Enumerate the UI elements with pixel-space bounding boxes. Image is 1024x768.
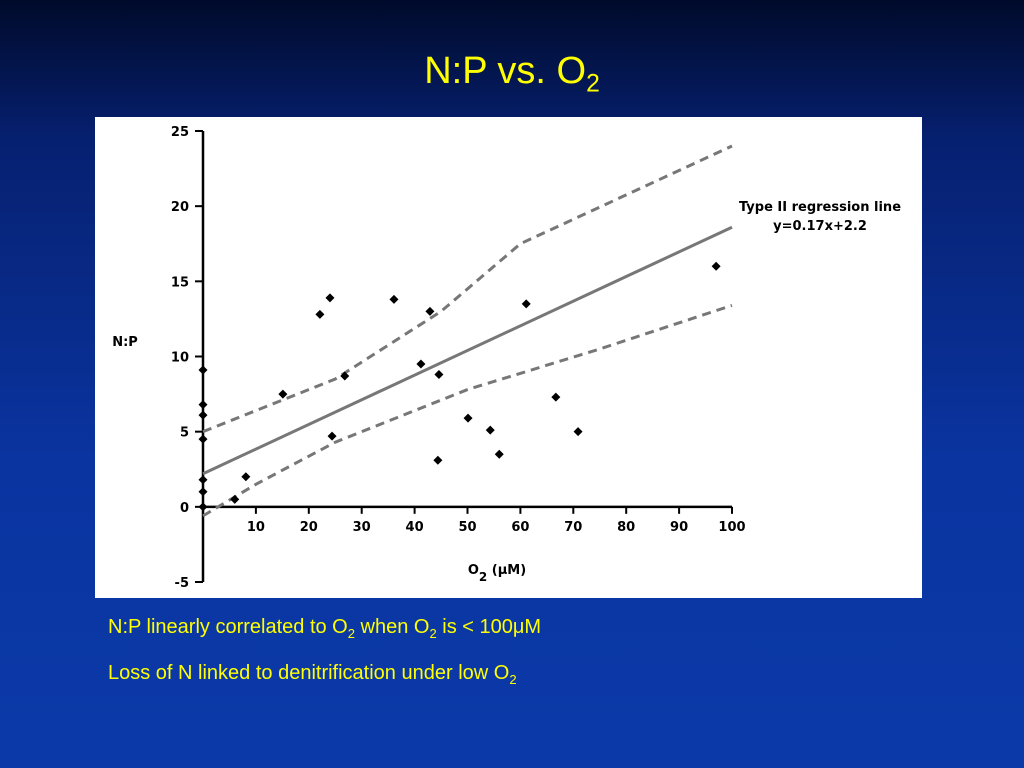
point bbox=[434, 370, 444, 380]
point bbox=[521, 299, 531, 309]
chart-background bbox=[95, 117, 922, 598]
slide-title: N:P vs. O2 bbox=[0, 50, 1024, 99]
point bbox=[198, 487, 208, 497]
point bbox=[198, 400, 208, 410]
y-tick-label: 0 bbox=[180, 501, 189, 516]
x-tick-label: 80 bbox=[617, 520, 635, 535]
point bbox=[425, 306, 435, 316]
x-tick-label: 90 bbox=[670, 520, 688, 535]
annotation: Type II regression line bbox=[739, 200, 901, 215]
point bbox=[198, 434, 208, 444]
subscript: 2 bbox=[347, 626, 355, 641]
bullet: Loss of N linked to denitrification unde… bbox=[108, 662, 517, 687]
text-segment: N:P vs. O bbox=[424, 50, 587, 92]
point bbox=[241, 472, 251, 482]
point bbox=[416, 359, 426, 369]
point bbox=[230, 494, 240, 504]
y-tick-label: 25 bbox=[171, 125, 189, 140]
subscript: 2 bbox=[479, 570, 487, 584]
point bbox=[573, 427, 583, 437]
subscript: 2 bbox=[429, 626, 437, 641]
text-segment: O bbox=[468, 563, 479, 578]
x-axis-label: O2 (μM) bbox=[468, 563, 526, 584]
point bbox=[340, 371, 350, 381]
point bbox=[278, 389, 288, 399]
point bbox=[327, 431, 337, 441]
subscript: 2 bbox=[586, 70, 600, 98]
bullet: N:P linearly correlated to O2 when O2 is… bbox=[108, 616, 541, 641]
x-tick-label: 100 bbox=[718, 520, 745, 535]
y-tick-label: 10 bbox=[171, 351, 189, 366]
confidence-line bbox=[202, 144, 733, 434]
regression-line bbox=[202, 225, 733, 476]
point bbox=[198, 410, 208, 420]
x-tick-label: 60 bbox=[511, 520, 529, 535]
point bbox=[325, 293, 335, 303]
y-axis-label: N:P bbox=[112, 335, 138, 350]
x-tick-label: 10 bbox=[247, 520, 265, 535]
point bbox=[711, 261, 721, 271]
x-tick-label: 50 bbox=[458, 520, 476, 535]
point bbox=[315, 309, 325, 319]
text-segment: Loss of N linked to denitrification unde… bbox=[108, 662, 510, 684]
y-tick-label: 5 bbox=[180, 426, 189, 441]
point bbox=[198, 502, 208, 512]
text-segment: when O bbox=[354, 616, 430, 638]
annotation: y=0.17x+2.2 bbox=[773, 219, 867, 234]
x-tick-label: 70 bbox=[564, 520, 582, 535]
point bbox=[198, 475, 208, 485]
x-tick-label: 30 bbox=[353, 520, 371, 535]
text-segment: N:P linearly correlated to O bbox=[108, 616, 348, 638]
y-tick-label: 20 bbox=[171, 200, 189, 215]
point bbox=[485, 425, 495, 435]
point bbox=[494, 449, 504, 459]
text-segment: (μM) bbox=[487, 563, 526, 578]
x-tick-label: 40 bbox=[406, 520, 424, 535]
point bbox=[433, 455, 443, 465]
point bbox=[463, 413, 473, 423]
point bbox=[198, 365, 208, 375]
y-tick-label: 15 bbox=[171, 275, 189, 290]
x-tick-label: 20 bbox=[300, 520, 318, 535]
confidence-line bbox=[202, 303, 733, 518]
text-segment: is < 100μM bbox=[436, 616, 542, 638]
subscript: 2 bbox=[509, 672, 517, 687]
y-tick-label: -5 bbox=[175, 576, 189, 591]
point bbox=[389, 294, 399, 304]
point bbox=[551, 392, 561, 402]
